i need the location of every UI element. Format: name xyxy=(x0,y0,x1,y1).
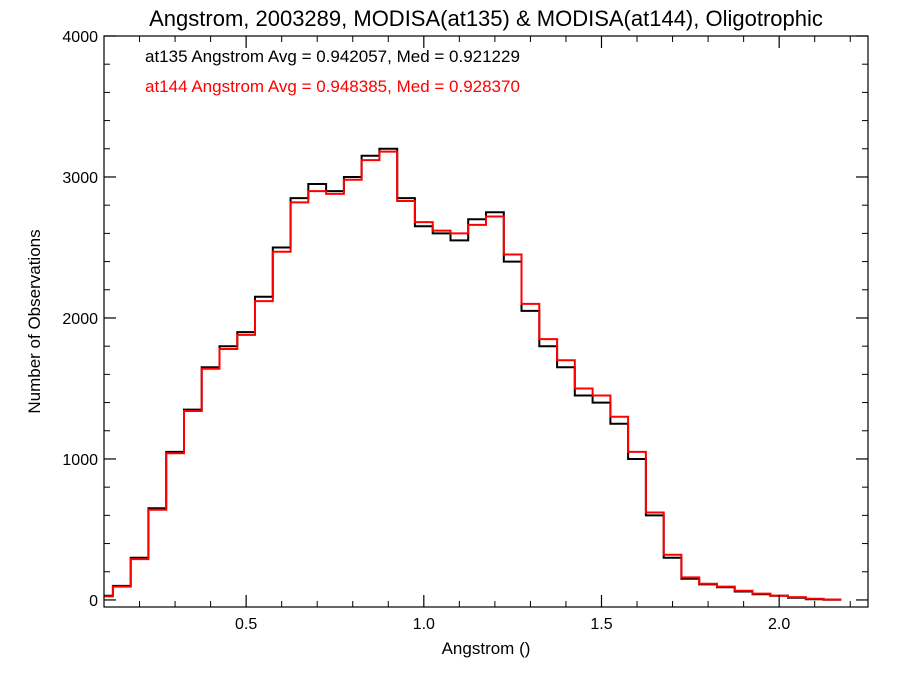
annotation-at135: at135 Angstrom Avg = 0.942057, Med = 0.9… xyxy=(145,47,520,66)
chart-title: Angstrom, 2003289, MODISA(at135) & MODIS… xyxy=(149,6,823,31)
series-line-0 xyxy=(104,147,842,601)
series-line-1 xyxy=(104,150,842,601)
plot-frame xyxy=(103,35,869,608)
y-tick-label: 1000 xyxy=(62,452,98,469)
x-tick-label: 1.5 xyxy=(590,616,612,633)
y-axis-label: Number of Observations xyxy=(25,229,44,413)
x-axis-label: Angstrom () xyxy=(442,639,531,658)
y-tick-label: 4000 xyxy=(62,29,98,46)
y-tick-label: 2000 xyxy=(62,311,98,328)
x-tick-label: 2.0 xyxy=(768,616,790,633)
y-tick-label: 0 xyxy=(89,593,98,610)
y-tick-label: 3000 xyxy=(62,170,98,187)
x-tick-label: 1.0 xyxy=(413,616,435,633)
x-tick-label: 0.5 xyxy=(235,616,257,633)
annotation-at144: at144 Angstrom Avg = 0.948385, Med = 0.9… xyxy=(145,77,520,96)
